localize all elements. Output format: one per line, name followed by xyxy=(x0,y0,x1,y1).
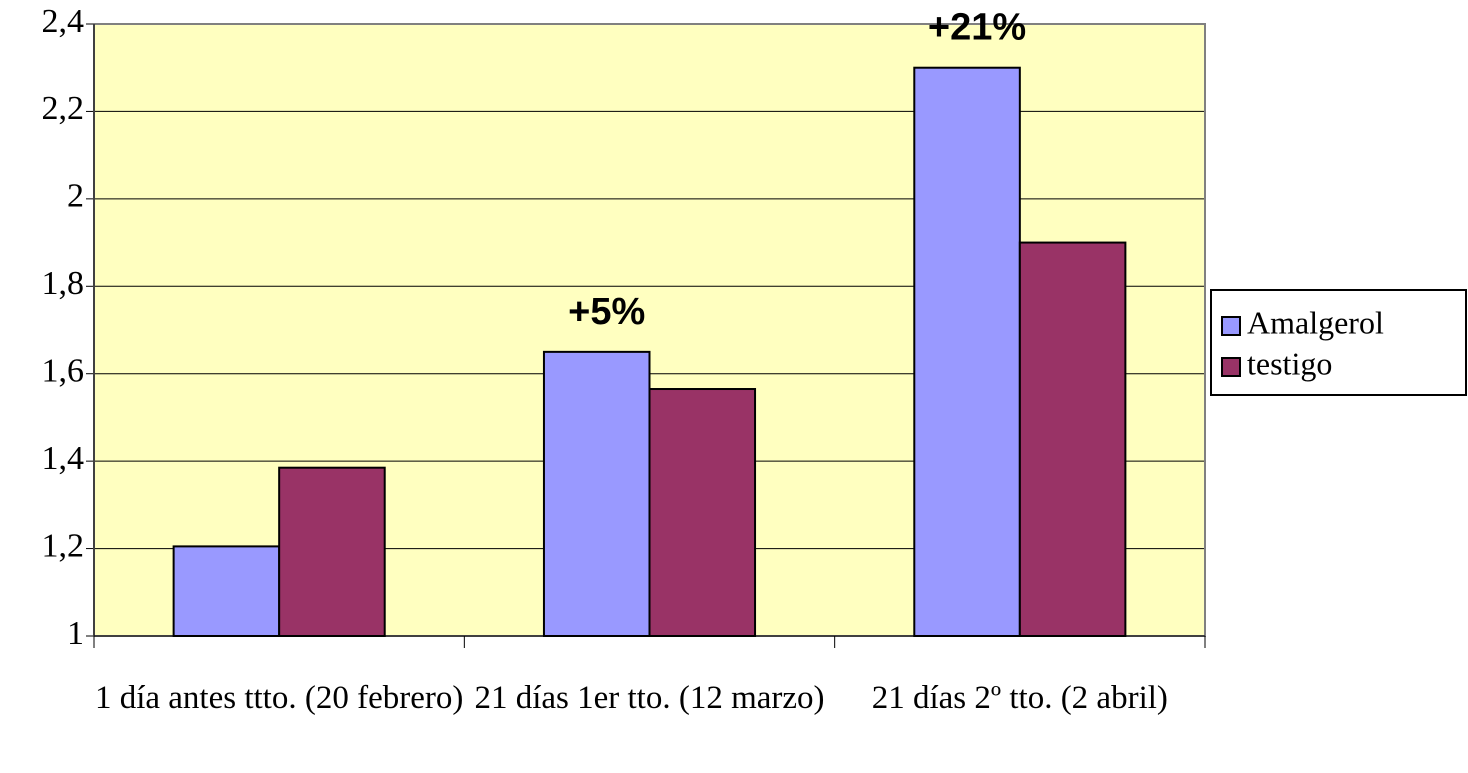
bar xyxy=(172,545,281,638)
y-tick-label: 1,6 xyxy=(42,353,85,390)
legend-label: testigo xyxy=(1247,345,1332,381)
legend-box xyxy=(1210,289,1467,396)
bar xyxy=(542,350,651,637)
y-tick-label: 2,4 xyxy=(42,3,85,40)
y-tick-label: 1,8 xyxy=(42,265,85,302)
y-tick-label: 1 xyxy=(67,615,84,652)
y-tick-label: 1,4 xyxy=(42,440,85,477)
legend-swatch xyxy=(1221,357,1241,377)
y-tick-label: 2 xyxy=(67,178,84,215)
bar xyxy=(278,466,386,638)
bar xyxy=(648,388,757,637)
y-tick-label: 2,2 xyxy=(42,90,85,127)
legend-swatch xyxy=(1221,316,1241,336)
annotation: +21% xyxy=(928,7,1026,49)
bar xyxy=(1018,241,1127,637)
x-tick-label: 21 días 2º tto. (2 abril) xyxy=(871,680,1168,716)
annotation: +5% xyxy=(568,291,645,333)
x-tick-label: 1 día antes ttto. (20 febrero) xyxy=(94,680,464,716)
y-tick-label: 1,2 xyxy=(42,527,85,564)
legend-label: Amalgerol xyxy=(1247,304,1384,340)
x-tick-label: 21 días 1er tto. (12 marzo) xyxy=(474,680,825,716)
bar xyxy=(913,66,1021,637)
